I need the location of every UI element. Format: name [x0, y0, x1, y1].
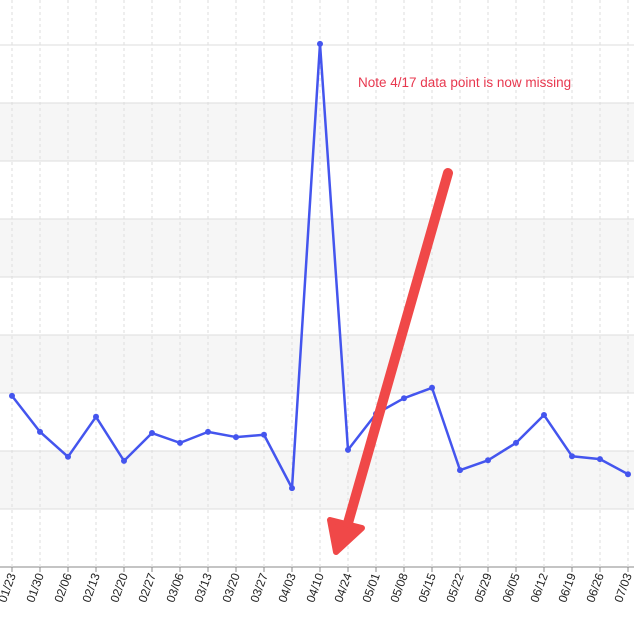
x-tick-label: 04/03 [275, 571, 299, 604]
x-tick-label: 02/06 [51, 571, 75, 604]
point [261, 431, 267, 438]
band [0, 219, 634, 277]
x-tick-label: 06/12 [527, 571, 551, 604]
band [0, 451, 634, 509]
x-tick-label: 05/22 [443, 571, 467, 604]
x-tick-label: 03/20 [219, 571, 243, 604]
point [177, 439, 183, 446]
point [93, 413, 99, 420]
point [289, 485, 295, 492]
annotation: Note 4/17 data point is now missing [358, 75, 571, 90]
x-tick-label: 05/08 [387, 571, 411, 604]
point [541, 412, 547, 419]
x-tick-label: 05/01 [359, 571, 383, 604]
x-tick-label: 05/29 [471, 571, 495, 604]
band [0, 103, 634, 161]
x-tick-label: 07/03 [611, 571, 634, 604]
band [0, 335, 634, 393]
x-tick-label: 05/15 [415, 571, 439, 604]
x-tick-label: 04/24 [331, 571, 355, 604]
arrow [327, 168, 453, 555]
point [513, 439, 519, 446]
point [9, 392, 15, 399]
x-tick-label: 03/27 [247, 571, 271, 604]
point [457, 467, 463, 474]
x-tick-label: 01/23 [0, 571, 19, 604]
point [569, 453, 575, 460]
x-tick-label: 02/27 [135, 571, 159, 604]
x-tick-label: 03/06 [163, 571, 187, 604]
point [205, 428, 211, 435]
point [233, 434, 239, 441]
x-tick-label: 03/13 [191, 571, 215, 604]
x-tick-label: 02/13 [79, 571, 103, 604]
point [317, 40, 323, 47]
point [429, 384, 435, 391]
x-tick-label: 04/10 [303, 571, 327, 604]
point [149, 430, 155, 437]
x-tick-label: 02/20 [107, 571, 131, 604]
point [401, 395, 407, 402]
point [121, 457, 127, 464]
point [485, 457, 491, 464]
x-tick-label: 06/19 [555, 571, 579, 604]
x-tick-label: 06/05 [499, 571, 523, 604]
point [345, 446, 351, 453]
point [597, 456, 603, 463]
x-tick-label: 01/30 [23, 571, 47, 604]
point [625, 471, 631, 478]
point [65, 453, 71, 460]
point [37, 428, 43, 435]
x-tick-label: 06/26 [583, 571, 607, 604]
